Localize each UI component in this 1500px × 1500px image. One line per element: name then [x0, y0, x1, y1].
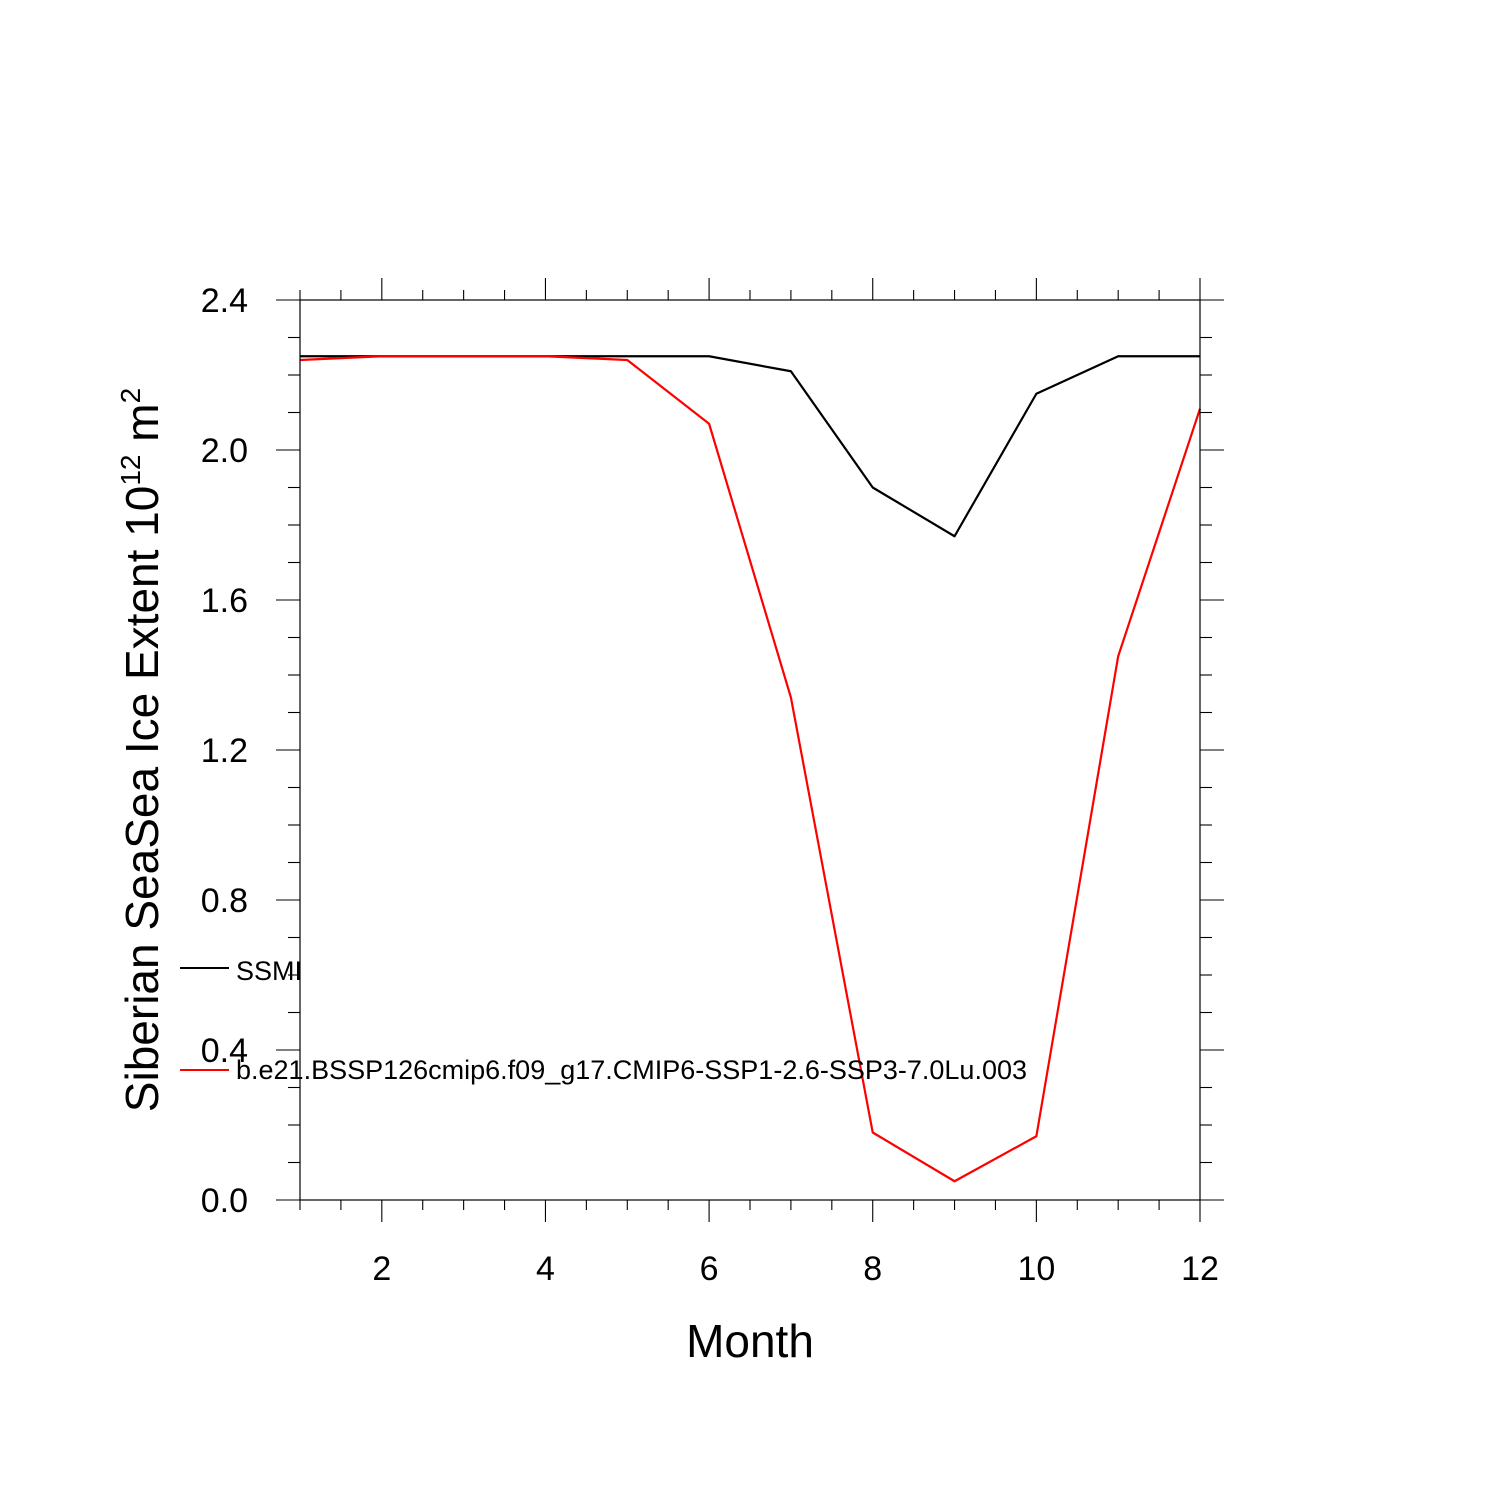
y-tick-label: 2.4	[201, 282, 248, 320]
y-tick-label: 2.0	[201, 432, 248, 470]
x-tick-label: 10	[1017, 1250, 1055, 1288]
y-axis-title: Siberian SeaSea Ice Extent 1012 m2	[115, 388, 168, 1112]
legend-label-model: b.e21.BSSP126cmip6.f09_g17.CMIP6-SSP1-2.…	[236, 1055, 1027, 1085]
x-tick-label: 6	[700, 1250, 719, 1288]
y-axis-title-main: Siberian SeaSea Ice Extent 10	[116, 486, 168, 1113]
y-tick-label: 0.8	[201, 882, 248, 920]
y-axis-title-unit-exponent: 2	[115, 388, 146, 404]
y-tick-label: 1.6	[201, 582, 248, 620]
y-axis-title-exponent: 12	[115, 455, 146, 486]
axis-ticks	[276, 278, 1224, 1222]
axis-tick-labels: 2 4 6 8 10 12 0.0 0.4 0.8 1.2 1.6 2.0 2.4	[201, 282, 1219, 1288]
x-tick-label: 4	[536, 1250, 555, 1288]
y-tick-label: 1.2	[201, 732, 248, 770]
y-axis-title-unit: m	[116, 403, 168, 454]
x-tick-label: 2	[372, 1250, 391, 1288]
x-axis-title: Month	[686, 1315, 814, 1367]
legend: SSMI b.e21.BSSP126cmip6.f09_g17.CMIP6-SS…	[180, 956, 1027, 1085]
legend-label-ssmi: SSMI	[236, 956, 302, 986]
plot-frame	[299, 299, 1201, 1201]
series-line-1	[299, 355, 1202, 1183]
y-tick-label: 0.4	[201, 1032, 248, 1070]
x-tick-label: 8	[863, 1250, 882, 1288]
y-tick-label: 0.0	[201, 1182, 248, 1220]
series-lines	[299, 355, 1202, 1183]
x-tick-label: 12	[1181, 1250, 1219, 1288]
series-line-0	[300, 355, 1200, 538]
